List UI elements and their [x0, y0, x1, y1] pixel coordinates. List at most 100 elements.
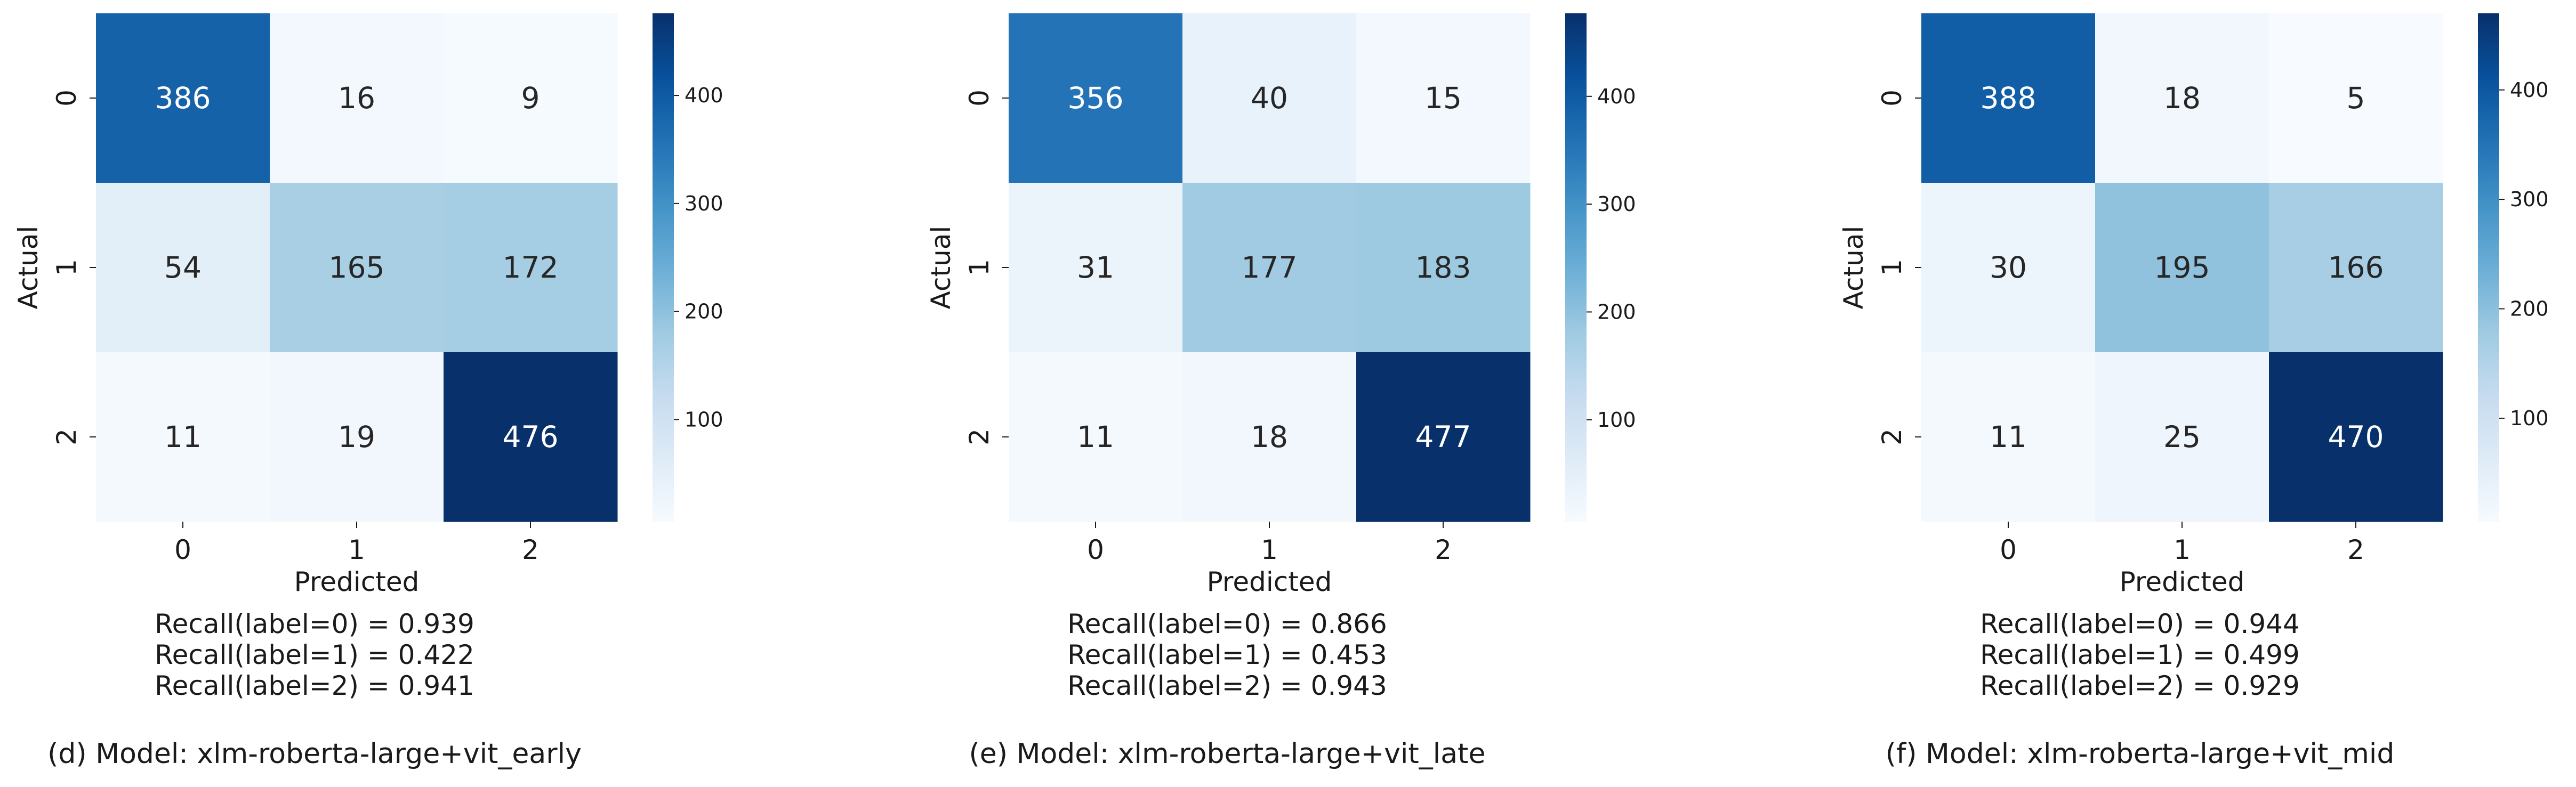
colorbar-tick-label: 100 — [685, 408, 723, 431]
heatmap-cell — [444, 352, 618, 522]
heatmap-cell — [1356, 183, 1531, 353]
recall-label-0: Recall(label=0) = 0.866 — [1067, 608, 1387, 639]
colorbar — [653, 13, 674, 522]
y-tick-label: 1 — [964, 259, 995, 276]
cell-value-label: 172 — [503, 250, 559, 285]
heatmap-cell — [2095, 352, 2269, 522]
heatmap-cell — [270, 352, 444, 522]
panel-caption: (d) Model: xlm-roberta-large+vit_early — [47, 738, 582, 770]
cell-value-label: 11 — [1990, 420, 2027, 454]
heatmap-cell — [1182, 13, 1357, 183]
cell-value-label: 5 — [2347, 81, 2365, 115]
colorbar-tick-label: 400 — [685, 84, 723, 107]
cell-value-label: 15 — [1424, 81, 1462, 115]
colorbar-tick-label: 200 — [1597, 300, 1636, 323]
cell-value-label: 40 — [1251, 81, 1288, 115]
heatmap-cell — [2269, 352, 2443, 522]
colorbar-tick-label: 300 — [685, 192, 723, 215]
heatmap-svg-e: 356 40 15 31 177 183 11 18 477 0 1 2 0 1 2 Predicted Act… — [925, 13, 1636, 597]
heatmap-cell — [1921, 352, 2096, 522]
confusion-matrix-panel-f: 388 18 5 30 195 166 11 25 470 0 1 2 0 1 2 Predicted Actu… — [1825, 0, 2576, 787]
y-tick-label: 0 — [51, 90, 82, 107]
heatmap-cell — [1921, 13, 2096, 183]
x-tick-label: 2 — [2347, 534, 2364, 565]
y-tick-label: 1 — [51, 259, 82, 276]
y-tick-label: 2 — [51, 428, 82, 445]
x-axis-label: Predicted — [2120, 566, 2245, 597]
recall-label-2: Recall(label=2) = 0.941 — [155, 670, 474, 701]
heatmap-cell — [96, 13, 270, 183]
colorbar-tick-label: 100 — [2510, 407, 2549, 430]
colorbar-tick-label: 400 — [2510, 78, 2549, 102]
x-tick-label: 2 — [522, 534, 539, 565]
colorbar-tick-label: 400 — [1597, 85, 1636, 108]
cell-value-label: 31 — [1077, 250, 1114, 285]
recall-label-1: Recall(label=1) = 0.422 — [155, 639, 474, 670]
y-axis-label: Actual — [1838, 226, 1869, 310]
heatmap-cell — [2095, 13, 2269, 183]
x-tick-label: 1 — [1261, 534, 1278, 565]
cell-value-label: 470 — [2328, 420, 2384, 454]
cell-value-label: 477 — [1415, 420, 1471, 454]
y-axis-label: Actual — [13, 226, 44, 310]
confusion-matrix-panel-e: 356 40 15 31 177 183 11 18 477 0 1 2 0 1 2 Predicted Act… — [913, 0, 1771, 787]
y-tick-label: 2 — [1877, 428, 1907, 445]
cell-value-label: 177 — [1242, 250, 1298, 285]
recall-label-0: Recall(label=0) = 0.939 — [155, 608, 474, 639]
heatmap-cell — [96, 183, 270, 353]
y-tick-label: 2 — [964, 428, 995, 445]
x-tick-label: 2 — [1435, 534, 1452, 565]
colorbar-tick-label: 300 — [2510, 188, 2549, 211]
cell-value-label: 386 — [155, 81, 211, 115]
heatmap-cell — [270, 183, 444, 353]
cell-value-label: 11 — [1077, 420, 1114, 454]
cell-value-label: 183 — [1415, 250, 1471, 285]
cell-value-label: 18 — [2163, 81, 2201, 115]
heatmap-cell — [444, 183, 618, 353]
colorbar-tick-label: 200 — [2510, 297, 2549, 321]
recall-label-2: Recall(label=2) = 0.943 — [1067, 670, 1387, 701]
heatmap-cell — [2095, 183, 2269, 353]
x-tick-label: 0 — [1087, 534, 1104, 565]
cell-value-label: 476 — [503, 420, 559, 454]
heatmap-cell — [1356, 13, 1531, 183]
heatmap-cell — [1009, 13, 1183, 183]
cell-value-label: 30 — [1990, 250, 2027, 285]
colorbar-tick-label: 300 — [1597, 192, 1636, 216]
cell-value-label: 25 — [2163, 420, 2201, 454]
colorbar-tick-label: 200 — [685, 300, 723, 323]
x-axis-label: Predicted — [294, 566, 420, 597]
heatmap-svg-f: 388 18 5 30 195 166 11 25 470 0 1 2 0 1 2 Predicted Actu… — [1838, 13, 2549, 597]
x-tick-label: 1 — [348, 534, 365, 565]
x-tick-label: 0 — [174, 534, 191, 565]
colorbar-tick-label: 100 — [1597, 408, 1636, 432]
heatmap-cell — [1009, 352, 1183, 522]
x-axis-label: Predicted — [1207, 566, 1332, 597]
cell-value-label: 9 — [521, 81, 540, 115]
cell-value-label: 195 — [2154, 250, 2210, 285]
recall-label-0: Recall(label=0) = 0.944 — [1980, 608, 2300, 639]
recall-label-1: Recall(label=1) = 0.499 — [1980, 639, 2300, 670]
y-tick-label: 1 — [1877, 259, 1907, 276]
cell-value-label: 16 — [338, 81, 375, 115]
cell-value-label: 11 — [164, 420, 202, 454]
heatmap-cell — [1356, 352, 1531, 522]
heatmap-cell — [270, 13, 444, 183]
heatmap-cell — [1009, 183, 1183, 353]
y-tick-label: 0 — [964, 90, 995, 107]
heatmap-cell — [96, 352, 270, 522]
colorbar — [2478, 13, 2499, 522]
colorbar — [1565, 13, 1587, 522]
cell-value-label: 19 — [338, 420, 375, 454]
cell-value-label: 54 — [164, 250, 202, 285]
x-tick-label: 0 — [2000, 534, 2017, 565]
recall-label-2: Recall(label=2) = 0.929 — [1980, 670, 2300, 701]
confusion-matrix-panel-d: 386 16 9 54 165 172 11 19 476 0 1 2 0 1 2 Predicted Actu… — [0, 0, 858, 787]
heatmap-cell — [444, 13, 618, 183]
cell-value-label: 165 — [329, 250, 385, 285]
cell-value-label: 166 — [2328, 250, 2384, 285]
cell-value-label: 388 — [1981, 81, 2036, 115]
cell-value-label: 18 — [1251, 420, 1288, 454]
heatmap-cell — [1182, 183, 1357, 353]
recall-label-1: Recall(label=1) = 0.453 — [1067, 639, 1387, 670]
